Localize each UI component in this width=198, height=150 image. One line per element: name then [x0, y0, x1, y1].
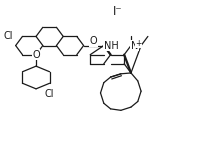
Text: N: N — [131, 40, 138, 51]
Text: O: O — [90, 36, 98, 46]
Text: Cl: Cl — [4, 32, 13, 41]
Text: Cl: Cl — [45, 89, 54, 99]
Text: I⁻: I⁻ — [113, 6, 123, 18]
Text: O: O — [32, 50, 40, 60]
Text: +: + — [135, 39, 142, 48]
Text: NH: NH — [104, 40, 119, 51]
